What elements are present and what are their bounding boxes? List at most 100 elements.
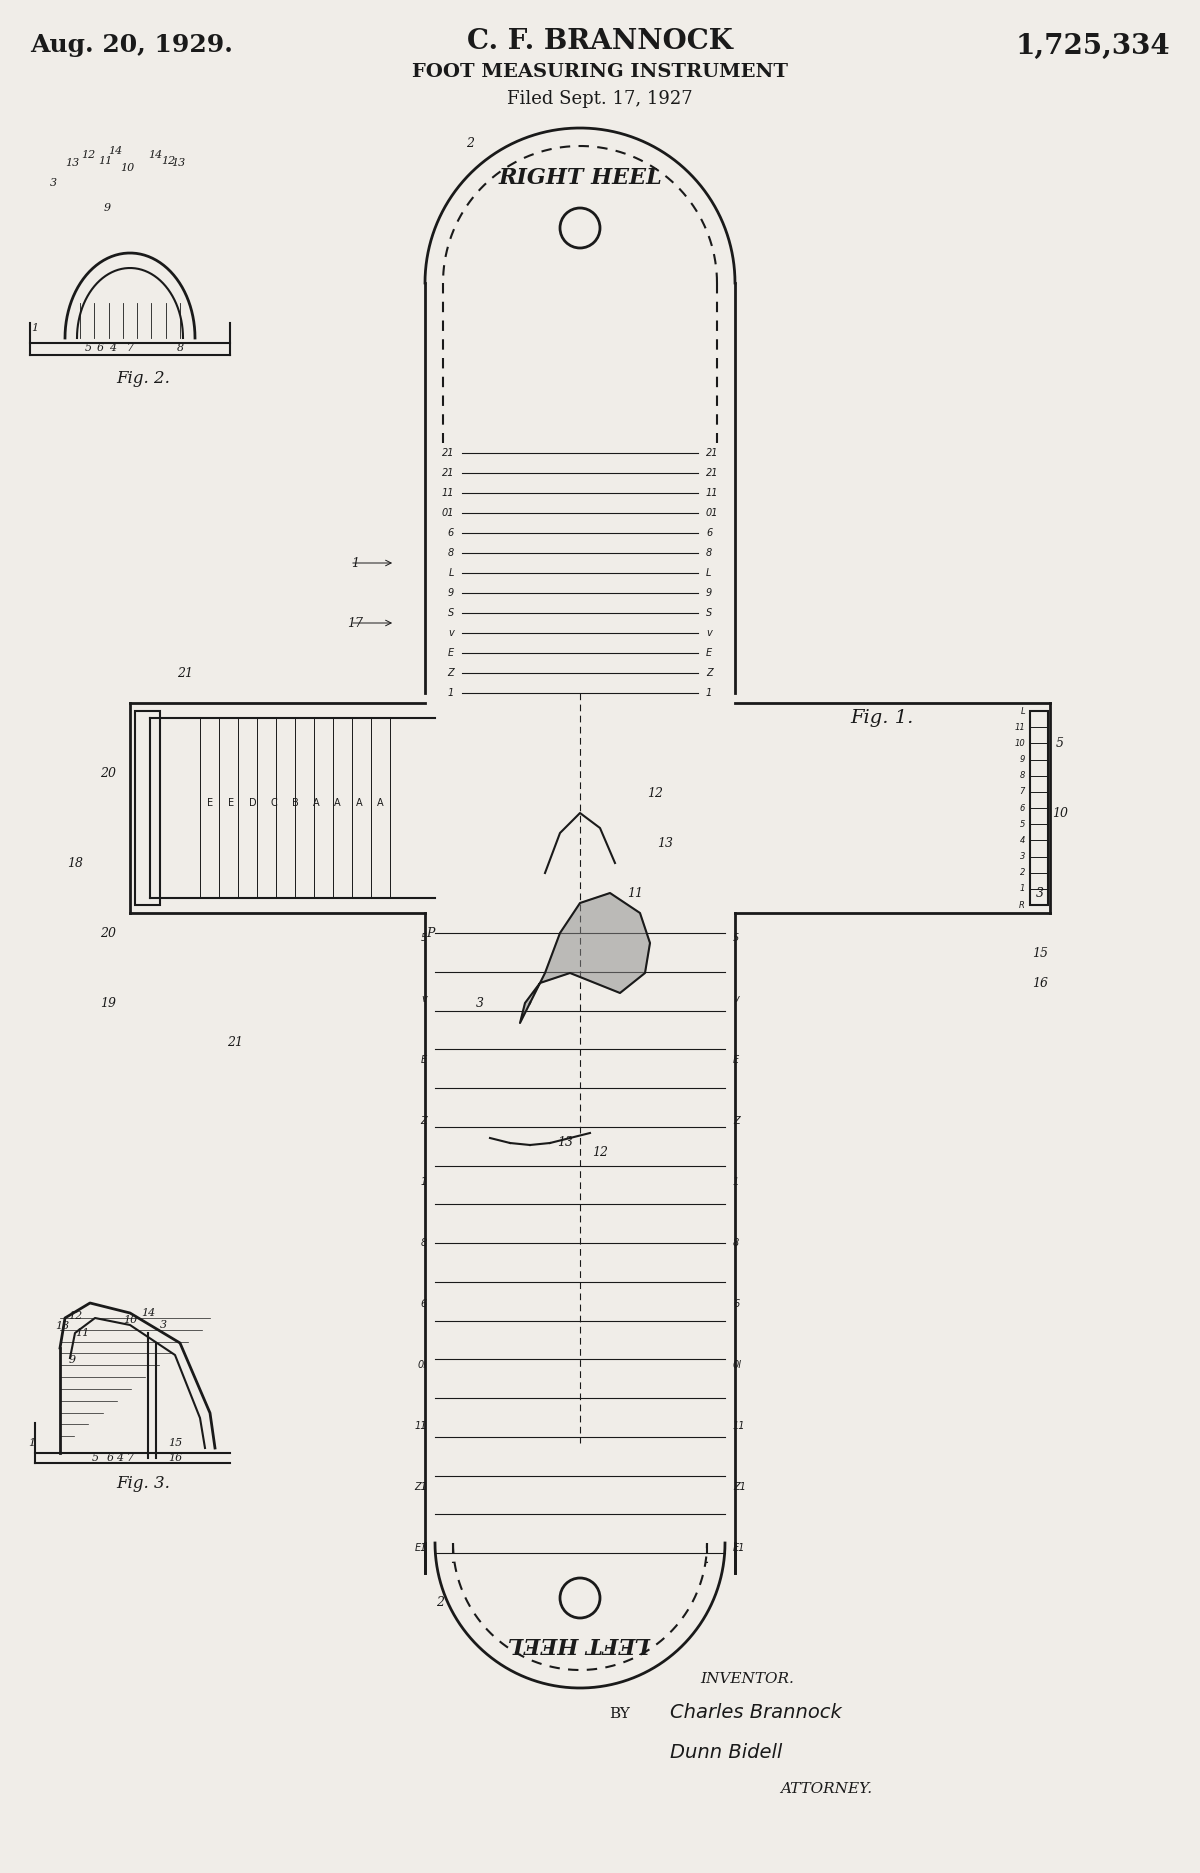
Text: 13: 13 <box>65 157 79 169</box>
Text: R: R <box>1019 901 1025 910</box>
Text: 3: 3 <box>160 1320 167 1330</box>
Text: 13: 13 <box>658 837 673 850</box>
Text: 11: 11 <box>628 886 643 899</box>
Text: 1: 1 <box>352 556 359 569</box>
Text: 5: 5 <box>84 343 91 352</box>
Text: 18: 18 <box>67 856 83 869</box>
Text: 4: 4 <box>1020 835 1025 845</box>
Text: 6: 6 <box>1020 804 1025 813</box>
Bar <box>1030 712 1048 905</box>
Text: Fig. 3.: Fig. 3. <box>116 1476 170 1493</box>
Text: 1: 1 <box>448 687 454 699</box>
Text: 1,725,334: 1,725,334 <box>1015 34 1170 60</box>
Text: E: E <box>448 648 454 657</box>
Text: 1: 1 <box>29 1438 36 1448</box>
Text: E: E <box>706 648 712 657</box>
Text: 2: 2 <box>466 137 474 150</box>
Text: Dunn Bidell: Dunn Bidell <box>670 1744 782 1762</box>
Text: 21: 21 <box>442 448 454 459</box>
Text: 16: 16 <box>1032 976 1048 989</box>
Text: 7: 7 <box>1020 787 1025 796</box>
Text: 7: 7 <box>126 1453 133 1463</box>
Text: E1: E1 <box>415 1543 427 1553</box>
Text: 14: 14 <box>148 150 162 159</box>
Text: L: L <box>449 568 454 579</box>
Text: 11: 11 <box>733 1422 745 1431</box>
Text: A: A <box>355 798 362 807</box>
Text: 9: 9 <box>706 588 713 597</box>
Text: 8: 8 <box>448 549 454 558</box>
Text: 9: 9 <box>68 1354 76 1365</box>
Text: 6: 6 <box>448 528 454 538</box>
Text: 4: 4 <box>109 343 116 352</box>
Text: 8: 8 <box>706 549 713 558</box>
Text: B: B <box>292 798 299 807</box>
Text: Z: Z <box>448 669 454 678</box>
Text: INVENTOR.: INVENTOR. <box>700 1673 794 1686</box>
Text: 01: 01 <box>706 508 719 519</box>
Text: 10: 10 <box>1014 738 1025 747</box>
Text: 5: 5 <box>1056 736 1064 749</box>
Text: 1: 1 <box>31 322 38 333</box>
Text: 6: 6 <box>107 1453 114 1463</box>
Text: 11: 11 <box>74 1328 89 1337</box>
Text: 19: 19 <box>100 996 116 1010</box>
Text: 21: 21 <box>442 468 454 478</box>
Text: 5: 5 <box>1020 820 1025 828</box>
Text: 3: 3 <box>1036 886 1044 899</box>
Text: 8: 8 <box>421 1238 427 1247</box>
Text: v: v <box>733 995 739 1004</box>
Text: 5: 5 <box>421 933 427 942</box>
Text: v: v <box>421 995 427 1004</box>
Text: 10: 10 <box>1052 807 1068 820</box>
Text: S: S <box>448 609 454 618</box>
Text: 11: 11 <box>442 489 454 498</box>
Text: L: L <box>706 568 712 579</box>
Text: Fig. 1.: Fig. 1. <box>850 710 913 727</box>
Text: E: E <box>733 1054 739 1066</box>
Text: 12: 12 <box>68 1311 82 1320</box>
Text: 11: 11 <box>98 155 112 167</box>
Text: 9: 9 <box>448 588 454 597</box>
Text: Z1: Z1 <box>733 1482 746 1493</box>
Text: Filed Sept. 17, 1927: Filed Sept. 17, 1927 <box>508 90 692 109</box>
Text: 10: 10 <box>120 163 134 172</box>
Text: Z: Z <box>420 1116 427 1126</box>
Text: 0l: 0l <box>418 1360 427 1369</box>
Text: 12: 12 <box>647 787 662 800</box>
Text: E: E <box>421 1054 427 1066</box>
Text: 20: 20 <box>100 766 116 779</box>
Text: 2: 2 <box>436 1596 444 1609</box>
Text: Z: Z <box>733 1116 739 1126</box>
Text: 7: 7 <box>126 343 133 352</box>
Text: Z: Z <box>706 669 713 678</box>
Text: 20: 20 <box>100 927 116 940</box>
Text: 8: 8 <box>176 343 184 352</box>
Text: LEFT HEEL: LEFT HEEL <box>509 1631 652 1654</box>
Text: 14: 14 <box>108 146 122 155</box>
Text: 3: 3 <box>476 996 484 1010</box>
Text: 13: 13 <box>55 1320 70 1332</box>
Text: v: v <box>706 627 712 639</box>
Text: 5: 5 <box>733 933 739 942</box>
Text: P: P <box>426 927 434 940</box>
Text: 3: 3 <box>49 178 56 187</box>
Text: D: D <box>248 798 257 807</box>
Text: A: A <box>334 798 341 807</box>
Text: FOOT MEASURING INSTRUMENT: FOOT MEASURING INSTRUMENT <box>412 64 788 81</box>
Text: 6: 6 <box>96 343 103 352</box>
Text: 1: 1 <box>1020 884 1025 893</box>
Text: 1: 1 <box>421 1176 427 1187</box>
Text: 8: 8 <box>1020 772 1025 781</box>
Text: Aug. 20, 1929.: Aug. 20, 1929. <box>30 34 233 56</box>
Text: 12: 12 <box>161 155 175 167</box>
Text: 14: 14 <box>140 1307 155 1319</box>
Text: 2: 2 <box>1020 869 1025 877</box>
Text: 15: 15 <box>1032 946 1048 959</box>
Text: 4: 4 <box>116 1453 124 1463</box>
Text: 21: 21 <box>706 448 719 459</box>
Text: 9: 9 <box>103 202 110 214</box>
Text: 6: 6 <box>706 528 713 538</box>
Text: 17: 17 <box>347 616 364 629</box>
Text: 15: 15 <box>168 1438 182 1448</box>
